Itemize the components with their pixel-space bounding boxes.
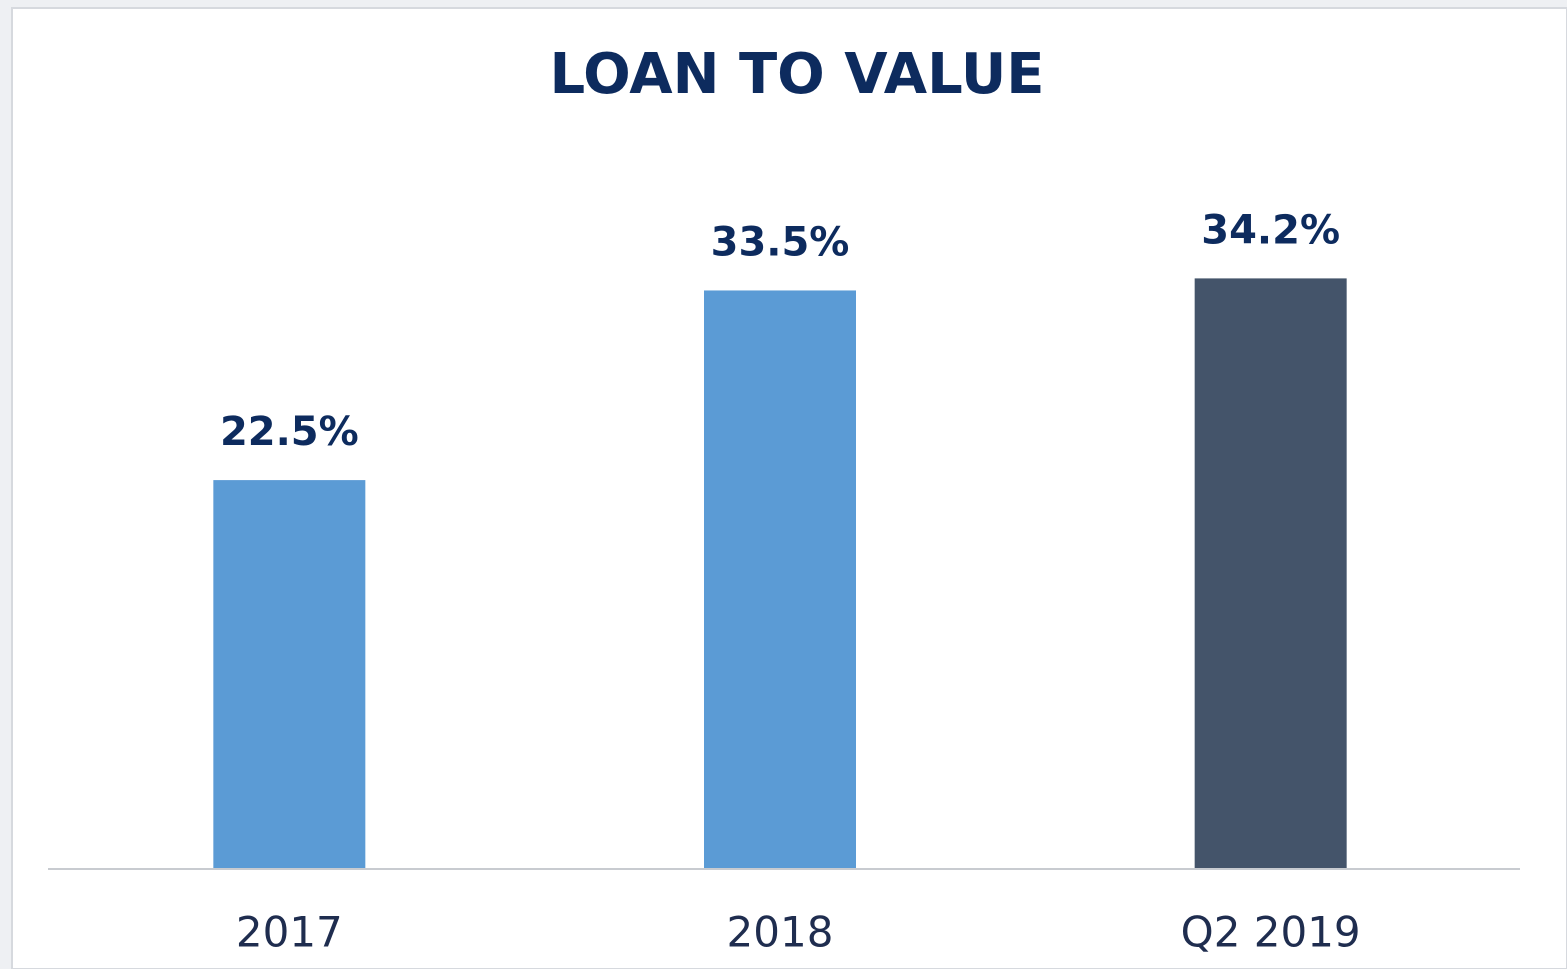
x-tick-label: 2017	[236, 908, 343, 957]
x-tick-label: Q2 2019	[1181, 908, 1361, 957]
chart-title: LOAN TO VALUE	[549, 42, 1044, 107]
bar	[213, 480, 366, 868]
value-label: 22.5%	[220, 409, 359, 455]
bar	[1194, 278, 1347, 869]
bar	[704, 290, 856, 869]
x-tick-label: 2018	[727, 908, 834, 957]
value-label: 34.2%	[1201, 207, 1340, 253]
value-label: 33.5%	[711, 219, 850, 265]
